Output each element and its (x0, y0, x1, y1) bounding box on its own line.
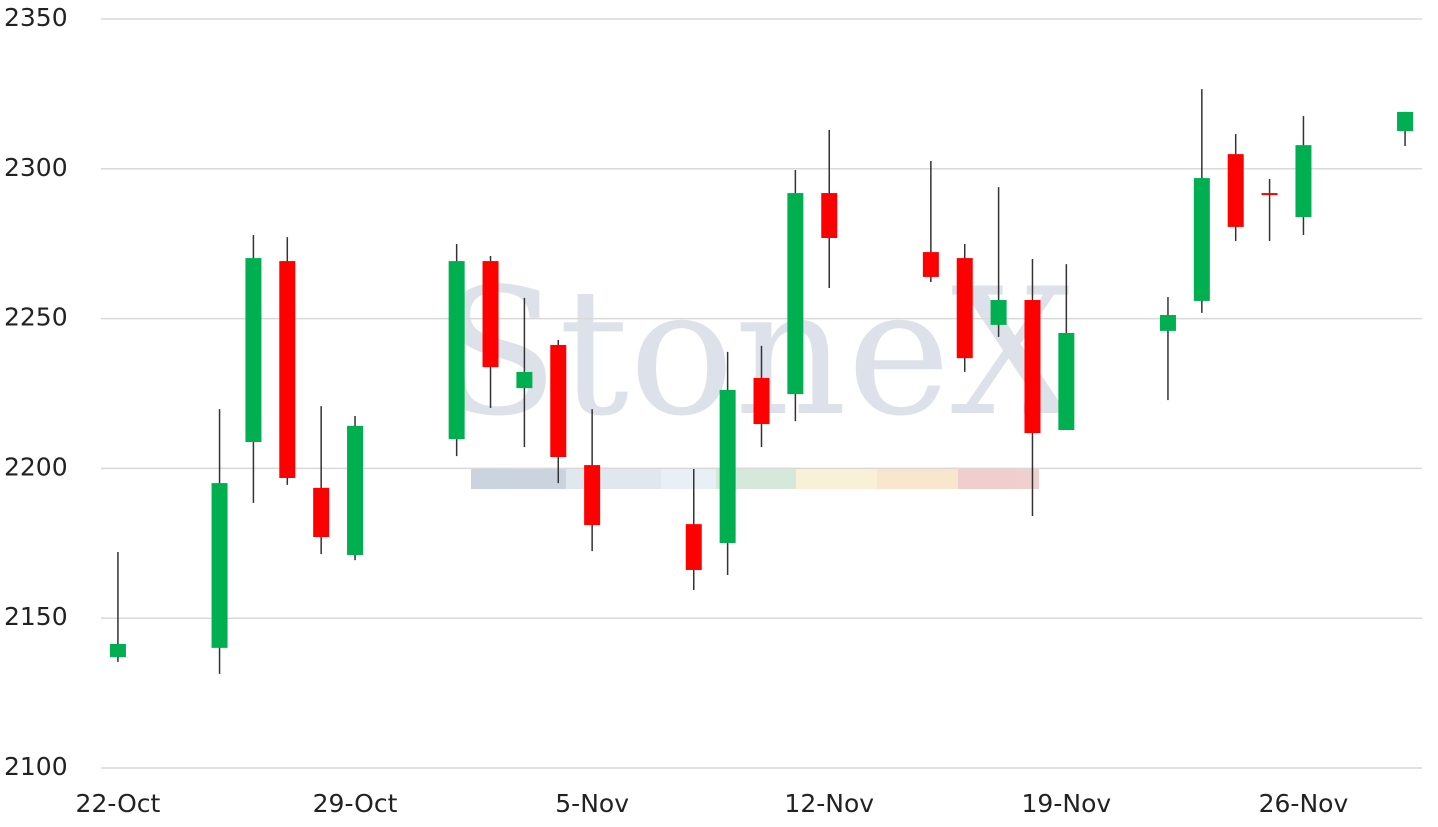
candle-body (448, 261, 465, 440)
candle-body (1058, 332, 1075, 431)
candle-body (956, 258, 973, 359)
y-tick-label: 2250 (4, 303, 68, 332)
candle-body (1261, 193, 1278, 196)
y-tick-label: 2200 (4, 452, 68, 481)
candle-body (347, 425, 364, 555)
candle-body (245, 258, 262, 443)
candle-body (279, 261, 296, 478)
candle-body (821, 193, 838, 239)
candle-body (516, 371, 533, 389)
x-tick-label: 29-Oct (313, 789, 398, 818)
y-tick-label: 2350 (4, 3, 68, 32)
candle-body (787, 193, 804, 395)
watermark: StoneX (439, 252, 1075, 455)
candle-body (1024, 300, 1041, 434)
y-tick-label: 2150 (4, 602, 68, 631)
candle-body (1193, 178, 1210, 301)
candle-body (922, 252, 939, 277)
watermark-strip (471, 468, 1039, 489)
candle-body (753, 377, 770, 425)
candle-body (109, 643, 126, 658)
candle-body (719, 389, 736, 544)
candle-body (685, 524, 702, 570)
candle-body (550, 344, 567, 458)
x-tick-label: 5-Nov (555, 789, 629, 818)
candle-body (990, 300, 1007, 325)
y-tick-label: 2300 (4, 153, 68, 182)
x-tick-label: 26-Nov (1259, 789, 1349, 818)
candle-body (313, 487, 330, 538)
candle-body (482, 261, 499, 368)
candle-body (1295, 145, 1312, 218)
candle-body (1227, 154, 1244, 227)
candle-body (211, 483, 228, 648)
candle-body (584, 465, 601, 526)
x-tick-label: 22-Oct (76, 789, 161, 818)
x-tick-label: 12-Nov (784, 789, 874, 818)
x-tick-label: 19-Nov (1022, 789, 1112, 818)
candle-body (1397, 111, 1414, 132)
y-tick-label: 2100 (4, 752, 68, 781)
candle-body (1159, 315, 1176, 331)
